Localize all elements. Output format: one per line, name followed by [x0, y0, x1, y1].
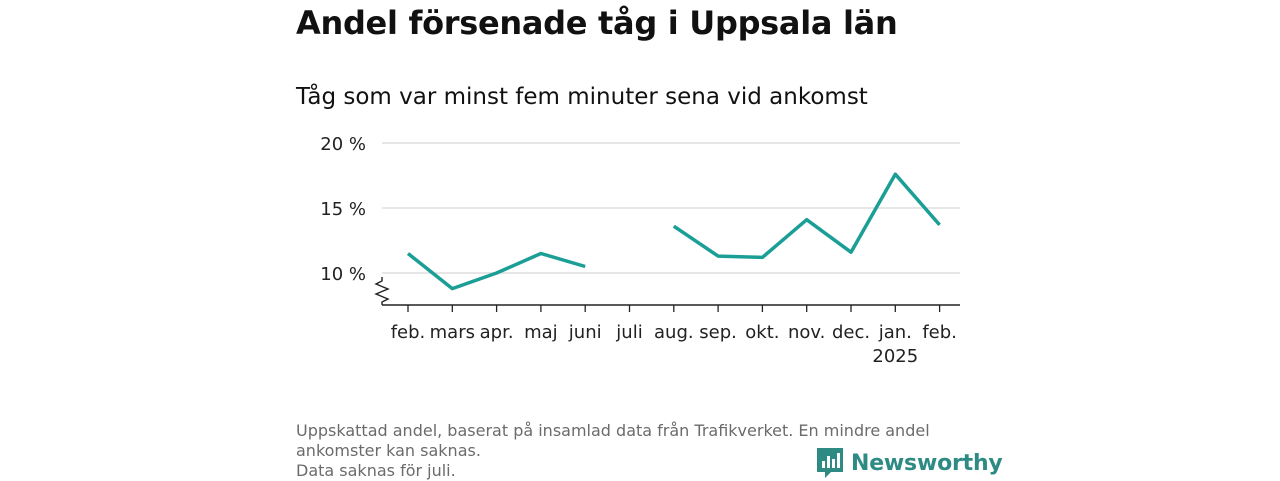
x-tick-label: aug. — [654, 322, 694, 343]
x-tick-label: maj — [524, 322, 558, 343]
x-tick-label: juli — [615, 322, 642, 343]
x-tick-label: nov. — [788, 322, 825, 343]
axis-break-symbol — [374, 277, 390, 305]
footer-note-line-1: Uppskattad andel, baserat på insamlad da… — [296, 421, 930, 440]
series-lines — [406, 172, 941, 291]
y-tick-label: 10 % — [320, 264, 366, 285]
x-axis — [374, 277, 960, 306]
chart-subtitle: Tåg som var minst fem minuter sena vid a… — [296, 84, 868, 110]
x-tick-sublabel: 2025 — [872, 346, 918, 367]
x-tick-label: okt. — [745, 322, 779, 343]
grid-lines — [382, 142, 960, 274]
x-tick-label: feb. — [922, 322, 957, 343]
y-axis-ticks: 10 % 15 % 20 % — [320, 134, 366, 285]
newsworthy-logo: Newsworthy — [815, 446, 1003, 480]
footer-note-line-3: Data saknas för juli. — [296, 461, 456, 480]
x-axis-ticks: feb. mars apr. maj juni juli aug. sep. okt. nov. d… — [391, 305, 957, 367]
newsworthy-bar-icon — [817, 448, 843, 478]
x-tick-label: apr. — [480, 322, 514, 343]
x-tick-label: mars — [430, 322, 475, 343]
x-tick-label: jan. — [878, 322, 912, 343]
y-tick-label: 15 % — [320, 199, 366, 220]
footer-note-line-2: ankomster kan saknas. — [296, 441, 481, 460]
logo-text: Newsworthy — [851, 450, 1003, 476]
x-tick-label: juni — [568, 322, 602, 343]
y-tick-label: 20 % — [320, 134, 366, 155]
chart-title: Andel försenade tåg i Uppsala län — [296, 4, 898, 42]
x-tick-label: dec. — [832, 322, 870, 343]
series-line-segment — [672, 172, 941, 260]
chart-footer: Uppskattad andel, baserat på insamlad da… — [296, 421, 986, 481]
x-tick-label: feb. — [391, 322, 426, 343]
series-line-segment — [406, 251, 586, 291]
x-tick-label: sep. — [699, 322, 737, 343]
